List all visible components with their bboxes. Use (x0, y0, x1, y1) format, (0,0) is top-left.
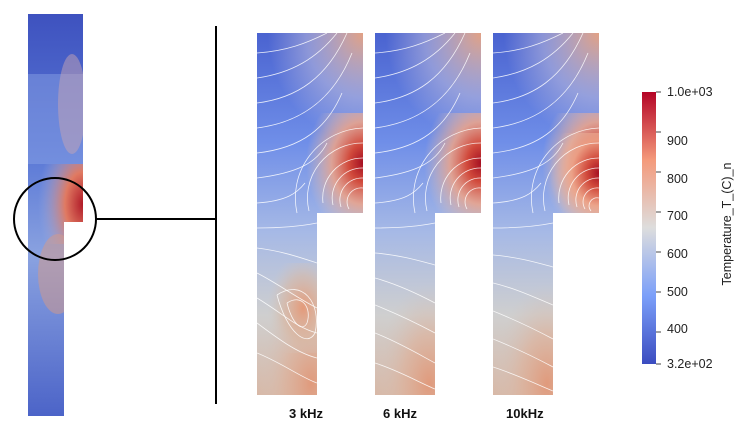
colorbar-tick-label: 500 (667, 285, 688, 299)
colorbar-tick-label: 400 (667, 322, 688, 336)
panel-label-10khz: 10kHz (506, 406, 544, 421)
colorbar-tick-label: 1.0e+03 (667, 85, 713, 99)
colorbar-tick-label: 700 (667, 209, 688, 223)
panel-3khz (257, 33, 363, 395)
colorbar-ticks (656, 91, 661, 365)
panel-6khz (375, 33, 481, 395)
domain-strip (28, 14, 83, 416)
colorbar-tick-label: 800 (667, 172, 688, 186)
panel-label-6khz: 6 kHz (383, 406, 417, 421)
panel-label-3khz: 3 kHz (289, 406, 323, 421)
colorbar-tick-label: 900 (667, 134, 688, 148)
panel-10khz (493, 33, 599, 395)
colorbar-tick-label: 3.2e+02 (667, 357, 713, 371)
colorbar-title: Temperature_T_(C)_n (720, 162, 734, 286)
colorbar (642, 92, 656, 364)
colorbar-tick-label: 600 (667, 247, 688, 261)
